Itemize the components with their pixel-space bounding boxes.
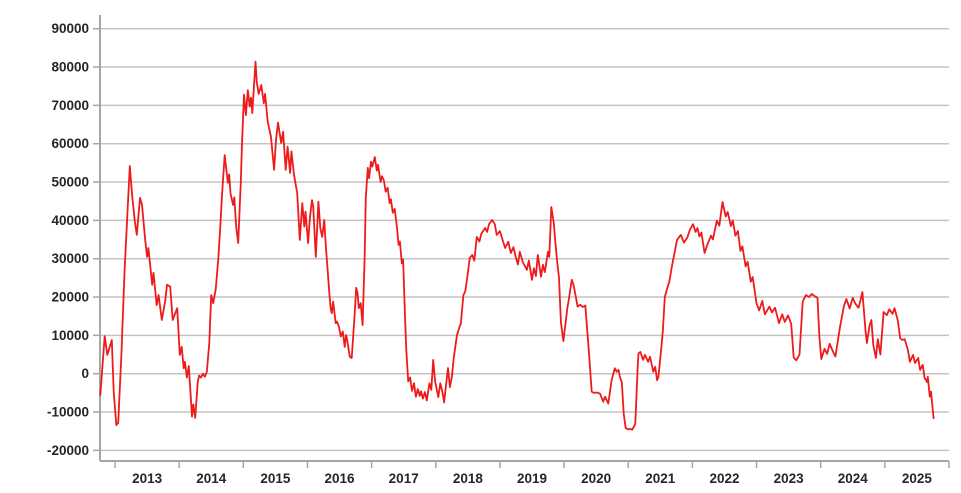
- y-axis-label: 10000: [51, 328, 89, 343]
- y-axis-label: -20000: [47, 443, 89, 458]
- x-axis-label: 2016: [325, 471, 356, 486]
- y-axis-label: 80000: [51, 60, 89, 75]
- x-axis-label: 2018: [453, 471, 484, 486]
- y-axis-label: 30000: [51, 251, 89, 266]
- x-axis-label: 2017: [389, 471, 419, 486]
- y-axis-label: 50000: [51, 175, 89, 190]
- x-axis-label: 2025: [902, 471, 933, 486]
- y-axis-label: 90000: [51, 21, 89, 36]
- x-axis-label: 2022: [709, 471, 739, 486]
- x-axis-label: 2021: [645, 471, 676, 486]
- data-series-line: [99, 60, 935, 431]
- y-axis-label: 20000: [51, 290, 89, 305]
- x-axis-label: 2014: [196, 471, 227, 486]
- y-axis-label: -10000: [47, 405, 89, 420]
- y-axis-label: 70000: [51, 98, 89, 113]
- x-axis-label: 2019: [517, 471, 547, 486]
- y-axis-label: 40000: [51, 213, 89, 228]
- y-axis-label: 60000: [51, 136, 89, 151]
- x-axis-label: 2013: [132, 471, 163, 486]
- x-axis-label: 2020: [581, 471, 611, 486]
- x-axis-label: 2024: [838, 471, 869, 486]
- y-axis-label: 0: [81, 366, 89, 381]
- x-axis-label: 2015: [260, 471, 291, 486]
- x-axis-label: 2023: [774, 471, 805, 486]
